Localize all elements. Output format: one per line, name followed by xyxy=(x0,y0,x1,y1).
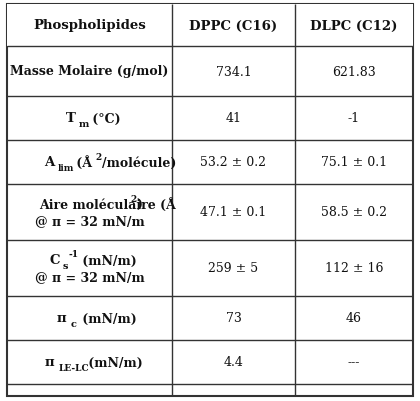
Text: 259 ± 5: 259 ± 5 xyxy=(208,262,259,275)
Text: s: s xyxy=(63,261,68,270)
Text: 46: 46 xyxy=(346,312,362,325)
Text: 621.83: 621.83 xyxy=(332,65,376,78)
Text: DPPC (C16): DPPC (C16) xyxy=(189,20,278,32)
Text: 41: 41 xyxy=(226,112,242,125)
Text: π: π xyxy=(57,312,66,325)
Text: DLPC (C12): DLPC (C12) xyxy=(310,20,398,32)
Text: 47.1 ± 0.1: 47.1 ± 0.1 xyxy=(200,206,267,219)
Bar xyxy=(7,47,413,384)
Text: 4.4: 4.4 xyxy=(223,356,244,369)
Text: c: c xyxy=(71,319,76,328)
Text: ): ) xyxy=(136,198,142,211)
Text: /molécule): /molécule) xyxy=(102,156,176,169)
Text: 58.5 ± 0.2: 58.5 ± 0.2 xyxy=(321,206,387,219)
Text: ---: --- xyxy=(348,356,360,369)
Text: T: T xyxy=(66,112,76,125)
Text: A: A xyxy=(45,156,55,169)
Text: 734.1: 734.1 xyxy=(215,65,252,78)
Text: (mN/m): (mN/m) xyxy=(78,312,136,325)
Text: 112 ± 16: 112 ± 16 xyxy=(325,262,383,275)
Text: 53.2 ± 0.2: 53.2 ± 0.2 xyxy=(200,156,267,169)
Text: 75.1 ± 0.1: 75.1 ± 0.1 xyxy=(321,156,387,169)
Text: C: C xyxy=(49,254,60,267)
Text: Phospholipides: Phospholipides xyxy=(33,20,146,32)
Text: Masse Molaire (g/mol): Masse Molaire (g/mol) xyxy=(10,65,169,78)
Text: m: m xyxy=(79,120,89,129)
Text: -1: -1 xyxy=(348,112,360,125)
Text: (Å: (Å xyxy=(71,156,92,170)
Text: @ π = 32 mN/m: @ π = 32 mN/m xyxy=(34,271,144,284)
Text: (mN/m): (mN/m) xyxy=(79,254,137,267)
Text: -1: -1 xyxy=(68,249,79,258)
Text: (°C): (°C) xyxy=(89,112,121,125)
Text: 73: 73 xyxy=(226,312,242,325)
Text: 2: 2 xyxy=(131,194,137,203)
Text: (mN/m): (mN/m) xyxy=(84,356,143,369)
Text: lim: lim xyxy=(58,164,74,172)
Bar xyxy=(7,5,413,47)
Text: 2: 2 xyxy=(95,153,102,162)
Text: LE-LC: LE-LC xyxy=(58,363,89,372)
Text: Aire moléculaire (Å: Aire moléculaire (Å xyxy=(39,198,176,211)
Text: π: π xyxy=(45,356,54,369)
Text: @ π = 32 mN/m: @ π = 32 mN/m xyxy=(34,215,144,228)
